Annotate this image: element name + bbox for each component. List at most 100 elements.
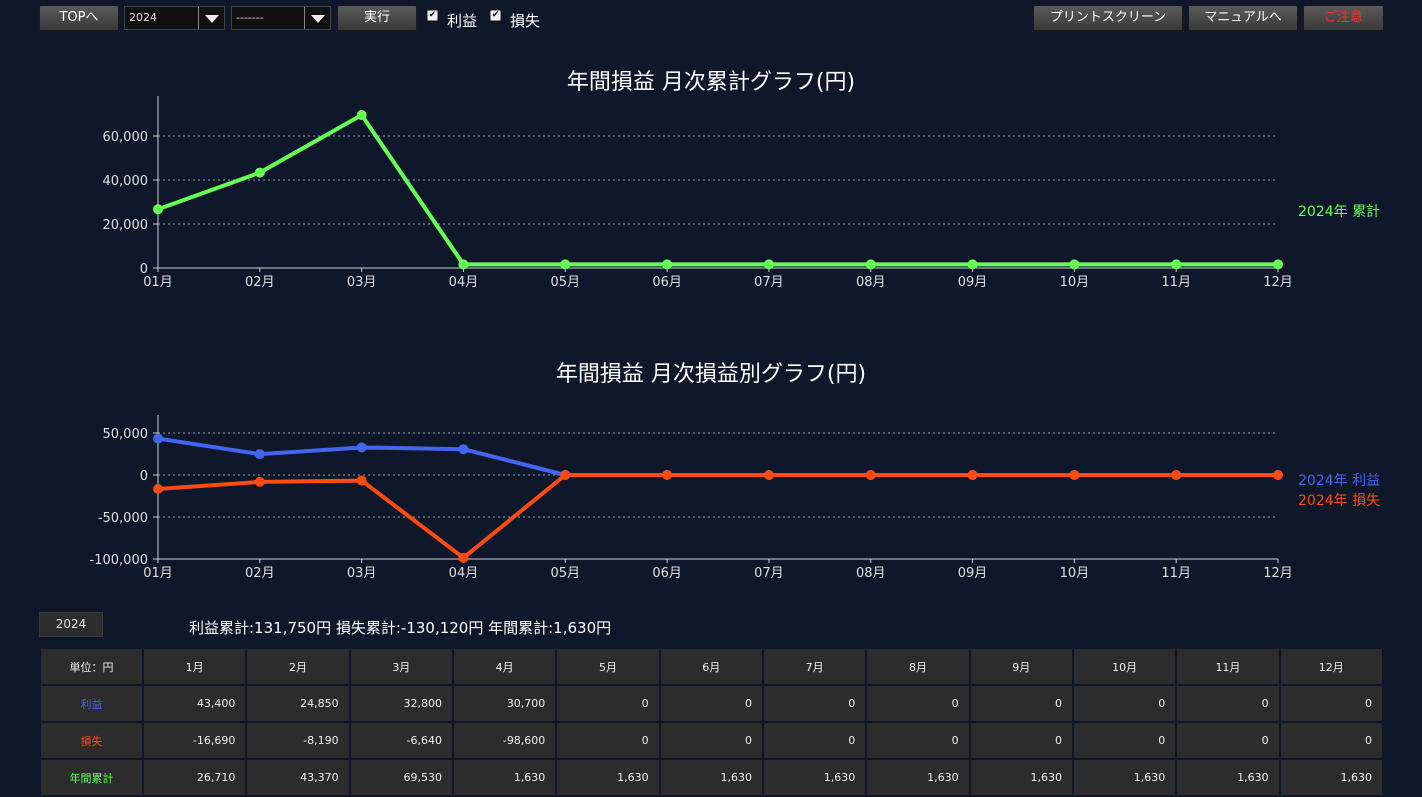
print-screen-button[interactable]: プリントスクリーン — [1033, 5, 1183, 31]
cumulative-row: 年間累計 26,710 43,370 69,530 1,630 1,630 1,630 1,6… — [39, 758, 1385, 797]
data-point[interactable] — [1069, 259, 1080, 270]
x-tick-label: 03月 — [347, 275, 377, 290]
table-cell: 0 — [658, 721, 764, 760]
month-select-value: ------- — [236, 11, 264, 24]
year-tab[interactable]: 2024 — [39, 612, 103, 637]
data-point[interactable] — [458, 259, 469, 270]
table-cell: 24,850 — [245, 684, 351, 723]
chevron-down-icon[interactable] — [198, 7, 224, 29]
x-tick-label: 11月 — [1161, 566, 1191, 581]
data-point[interactable] — [356, 475, 367, 486]
x-tick-label: 05月 — [550, 275, 580, 290]
table-cell: 1,630 — [1071, 758, 1178, 797]
chevron-down-icon[interactable] — [304, 7, 330, 29]
month-header: 4月 — [451, 647, 558, 686]
x-tick-label: 06月 — [652, 566, 682, 581]
data-point[interactable] — [865, 470, 876, 480]
data-point[interactable] — [1273, 470, 1283, 480]
data-point[interactable] — [458, 444, 469, 455]
month-header: 5月 — [555, 647, 661, 686]
table-cell: 43,370 — [245, 758, 351, 797]
table-cell: 0 — [1175, 684, 1281, 723]
data-point[interactable] — [1171, 259, 1182, 270]
series-line — [157, 473, 1278, 560]
data-point[interactable] — [356, 110, 367, 121]
x-tick-label: 07月 — [754, 566, 784, 581]
cumulative-chart: 0 20,000 40,000 60,000 01月 02月 03月 04月 05月 06月 07月… — [103, 96, 1380, 290]
x-tick-label: 04月 — [449, 275, 479, 290]
table-cell: 43,400 — [141, 684, 248, 723]
data-point[interactable] — [763, 470, 774, 480]
x-tick-label: 04月 — [449, 566, 479, 581]
table-cell: 1,630 — [451, 758, 558, 797]
data-point[interactable] — [865, 259, 876, 270]
month-select[interactable]: ------- — [231, 6, 331, 30]
data-point[interactable] — [153, 433, 163, 444]
month-header: 6月 — [658, 647, 764, 686]
year-select[interactable]: 2024 — [124, 6, 225, 30]
table-cell: -98,600 — [451, 721, 558, 760]
monthly-table: 単位：円 1月 2月 3月 4月 5月 6月 7月 8月 9月 10月 11月 12月 利益 43,400 2… — [39, 647, 1385, 797]
month-header: 9月 — [968, 647, 1074, 686]
table-cell: 1,630 — [761, 758, 868, 797]
profit-row: 利益 43,400 24,850 32,800 30,700 0 0 0 0 0 0 0 0 — [39, 684, 1385, 723]
table-cell: 0 — [1278, 721, 1385, 760]
x-tick-label: 07月 — [754, 275, 784, 290]
data-point[interactable] — [967, 470, 978, 480]
y-tick-label: -100,000 — [90, 553, 148, 568]
data-point[interactable] — [458, 552, 469, 563]
x-tick-label: 01月 — [143, 566, 173, 581]
run-button[interactable]: 実行 — [337, 5, 417, 31]
table-cell: 30,700 — [451, 684, 558, 723]
month-header: 8月 — [865, 647, 971, 686]
check-icon: ✔ — [491, 10, 500, 20]
data-point[interactable] — [560, 470, 571, 480]
table-cell: 0 — [1071, 684, 1178, 723]
month-header: 3月 — [348, 647, 454, 686]
x-tick-label: 09月 — [958, 275, 988, 290]
x-tick-label: 10月 — [1060, 275, 1090, 290]
table-cell: 1,630 — [1278, 758, 1385, 797]
profit-checkbox-label: 利益 — [447, 12, 478, 30]
month-header: 1月 — [141, 647, 248, 686]
profit-checkbox[interactable]: ✔ — [427, 10, 438, 21]
x-tick-label: 12月 — [1263, 275, 1293, 290]
y-tick-label: 60,000 — [103, 130, 149, 145]
top-button[interactable]: TOPへ — [39, 5, 119, 31]
data-point[interactable] — [560, 259, 571, 270]
month-header: 12月 — [1278, 647, 1385, 686]
data-point[interactable] — [356, 442, 367, 453]
y-tick-label: 0 — [140, 262, 148, 277]
data-point[interactable] — [662, 470, 673, 480]
table-cell: 26,710 — [141, 758, 248, 797]
x-tick-label: 12月 — [1263, 566, 1293, 581]
data-point[interactable] — [763, 259, 774, 270]
loss-checkbox[interactable]: ✔ — [490, 10, 501, 21]
data-point[interactable] — [1069, 470, 1080, 480]
table-cell: 1,630 — [555, 758, 661, 797]
notice-button[interactable]: ご注意 — [1303, 5, 1384, 31]
x-tick-label: 08月 — [856, 275, 886, 290]
data-point[interactable] — [254, 167, 265, 178]
data-point[interactable] — [254, 476, 265, 487]
year-select-value: 2024 — [129, 11, 157, 24]
legend-loss: 2024年 損失 — [1298, 493, 1380, 509]
data-point[interactable] — [967, 259, 978, 270]
loss-row: 損失 -16,690 -8,190 -6,640 -98,600 0 0 0 0 0 0 0 0 — [39, 721, 1385, 760]
table-header-row: 単位：円 1月 2月 3月 4月 5月 6月 7月 8月 9月 10月 11月 12月 — [39, 647, 1385, 686]
data-point[interactable] — [153, 484, 163, 495]
x-tick-label: 09月 — [958, 566, 988, 581]
data-point[interactable] — [153, 204, 163, 215]
manual-button[interactable]: マニュアルへ — [1188, 5, 1298, 31]
data-point[interactable] — [254, 449, 265, 460]
table-cell: 0 — [658, 684, 764, 723]
x-tick-label: 05月 — [550, 566, 580, 581]
data-point[interactable] — [1273, 259, 1283, 270]
data-point[interactable] — [662, 259, 673, 270]
table-cell: -6,640 — [348, 721, 454, 760]
table-cell: 0 — [968, 684, 1074, 723]
x-tick-label: 03月 — [347, 566, 377, 581]
data-point[interactable] — [1171, 470, 1182, 480]
month-header: 7月 — [761, 647, 868, 686]
legend-cumulative: 2024年 累計 — [1298, 204, 1380, 220]
